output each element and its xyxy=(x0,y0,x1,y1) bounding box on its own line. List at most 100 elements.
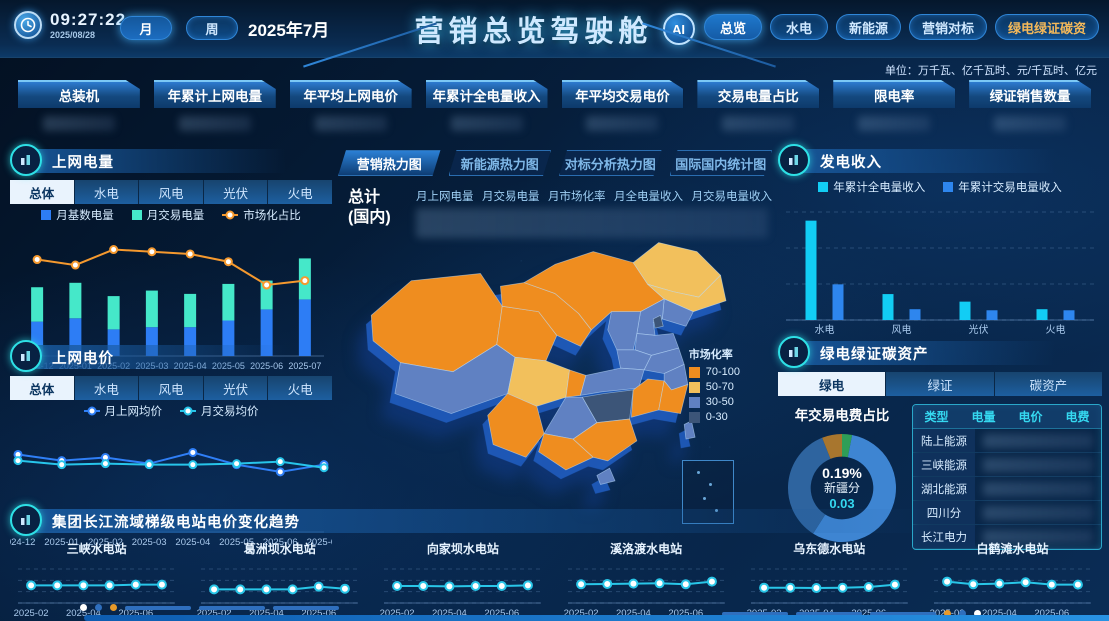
revenue-bar-chart: 水电 风电 光伏 火电 xyxy=(778,204,1102,336)
table-column-header: 电量 xyxy=(971,410,996,424)
svg-text:2025-06: 2025-06 xyxy=(1034,608,1069,619)
kpi-label[interactable]: 年累计上网电量 xyxy=(154,80,276,108)
map-legend-item[interactable]: 50-70 xyxy=(688,381,740,393)
indicator-dot[interactable] xyxy=(110,604,117,611)
column-header[interactable]: 月上网电量 xyxy=(416,191,474,203)
kpi-label[interactable]: 年累计全电量收入 xyxy=(426,80,548,108)
indicator-dot[interactable] xyxy=(80,604,87,611)
china-choropleth-map[interactable]: 市场化率 70-100 50-70 30-50 0-30 xyxy=(338,228,772,524)
heatmap-tab[interactable]: 营销热力图 xyxy=(338,150,441,176)
svg-text:2025-06: 2025-06 xyxy=(118,608,153,619)
map-legend-item[interactable]: 30-50 xyxy=(688,396,740,408)
map-legend-title: 市场化率 xyxy=(688,349,733,361)
map-legend-item[interactable]: 0-30 xyxy=(688,411,740,423)
indicator-dash[interactable] xyxy=(273,605,339,610)
panel-title: 绿电绿证碳资产 xyxy=(820,346,929,363)
nav-item[interactable]: 水电 xyxy=(769,14,828,40)
indicator-dot[interactable] xyxy=(95,604,102,611)
nav-item[interactable]: 总览 xyxy=(703,14,762,40)
svg-text:2025-03: 2025-03 xyxy=(132,537,167,548)
kpi-label[interactable]: 绿证销售数量 xyxy=(969,80,1091,108)
table-column-header: 电费 xyxy=(1065,410,1090,424)
table-row[interactable]: 三峡能源 xyxy=(913,453,1101,477)
green-table-header: 类型 电量 电价 电费 xyxy=(913,405,1101,429)
column-header[interactable]: 月交易电量 xyxy=(482,191,540,203)
stations-panel-icon xyxy=(10,504,42,536)
price-tab[interactable]: 光伏 xyxy=(203,376,269,400)
green-tab[interactable]: 碳资产 xyxy=(994,372,1102,396)
energy-tab[interactable]: 水电 xyxy=(74,180,140,204)
indicator-dash[interactable] xyxy=(199,605,265,610)
table-row[interactable]: 湖北能源 xyxy=(913,477,1101,501)
kpi-card: 年累计全电量收入 xyxy=(426,80,548,131)
indicator-dash[interactable] xyxy=(125,605,191,610)
column-header[interactable]: 月市场化率 xyxy=(548,191,606,203)
heatmap-tab[interactable]: 国际国内统计图 xyxy=(670,150,773,176)
table-row[interactable]: 陆上能源 xyxy=(913,429,1101,453)
indicator-dash[interactable] xyxy=(796,611,862,616)
price-tab[interactable]: 总体 xyxy=(10,376,75,400)
kpi-label[interactable]: 限电率 xyxy=(833,80,955,108)
station-name: 葛洲坝水电站 xyxy=(243,542,316,556)
redacted-kpi-value xyxy=(722,116,795,131)
bottom-decor-bar xyxy=(84,615,1109,621)
column-header[interactable]: 月全电量收入 xyxy=(614,191,683,203)
price-tab[interactable]: 火电 xyxy=(268,376,332,400)
green-panel-icon xyxy=(778,336,810,368)
heatmap-tab[interactable]: 对标分析热力图 xyxy=(559,150,662,176)
green-tab[interactable]: 绿电 xyxy=(778,372,887,396)
redacted-kpi-value xyxy=(586,116,659,131)
nav-item[interactable]: 绿电绿证碳资 xyxy=(994,14,1099,40)
clock-icon xyxy=(14,11,42,39)
kpi-label[interactable]: 交易电量占比 xyxy=(697,80,819,108)
table-column-header: 电价 xyxy=(1018,410,1043,424)
svg-text:2025-04: 2025-04 xyxy=(982,608,1017,619)
period-button[interactable]: 月 xyxy=(120,16,172,40)
energy-tab[interactable]: 风电 xyxy=(139,180,204,204)
station-card: 葛洲坝水电站 2025-02 2025-04 2025-06 xyxy=(193,540,366,619)
kpi-row: 总装机 年累计上网电量 年平均上网电价 年累计全电量收入 年平均交易电价 交易电… xyxy=(18,80,1091,131)
period-button[interactable]: 周 xyxy=(186,16,238,40)
ai-assistant-button[interactable]: AI xyxy=(662,13,695,45)
station-line-chart: 2025-02 2025-04 2025-06 xyxy=(10,561,183,619)
energy-tab[interactable]: 光伏 xyxy=(203,180,269,204)
energy-tab[interactable]: 总体 xyxy=(10,180,75,204)
nav-item[interactable]: 营销对标 xyxy=(908,14,987,40)
station-name: 向家坝水电站 xyxy=(426,542,499,556)
price-tab[interactable]: 风电 xyxy=(139,376,204,400)
svg-text:2025-04: 2025-04 xyxy=(616,608,651,619)
svg-text:2025-02: 2025-02 xyxy=(380,608,415,619)
donut-name: 新疆分 xyxy=(823,480,860,495)
heatmap-tab[interactable]: 新能源热力图 xyxy=(449,150,552,176)
indicator-dash[interactable] xyxy=(722,611,788,616)
indicator-dot[interactable] xyxy=(944,610,951,617)
kpi-label[interactable]: 年平均交易电价 xyxy=(562,80,684,108)
kpi-card: 限电率 xyxy=(833,80,955,131)
redacted-cell-values xyxy=(983,481,1093,496)
legend-item: 月上网均价 xyxy=(83,403,162,419)
green-tab[interactable]: 绿证 xyxy=(886,372,995,396)
price-tab[interactable]: 水电 xyxy=(74,376,140,400)
kpi-label[interactable]: 年平均上网电价 xyxy=(290,80,412,108)
indicator-dash[interactable] xyxy=(870,611,936,616)
nav-item[interactable]: 新能源 xyxy=(835,14,901,40)
svg-text:光伏: 光伏 xyxy=(969,323,989,336)
svg-text:2025-07: 2025-07 xyxy=(307,537,332,548)
redacted-kpi-value xyxy=(314,116,387,131)
table-column-header: 类型 xyxy=(924,410,949,424)
svg-text:2025-06: 2025-06 xyxy=(668,608,703,619)
indicator-dot[interactable] xyxy=(959,610,966,617)
svg-text:风电: 风电 xyxy=(892,323,912,336)
svg-text:水电: 水电 xyxy=(815,323,835,336)
indicator-dot[interactable] xyxy=(974,610,981,617)
current-date: 2025/08/28 xyxy=(50,30,96,40)
svg-text:2024-12: 2024-12 xyxy=(10,537,35,548)
map-legend-item[interactable]: 70-100 xyxy=(688,366,740,378)
price-tabs: 总体 水电 风电 光伏 火电 xyxy=(10,376,332,400)
energy-tab[interactable]: 火电 xyxy=(268,180,332,204)
price-legend: 月上网均价 月交易均价 xyxy=(10,400,332,422)
svg-text:2025-06: 2025-06 xyxy=(851,608,886,619)
kpi-label[interactable]: 总装机 xyxy=(18,80,140,108)
redacted-cell-values xyxy=(983,457,1093,472)
column-header[interactable]: 月交易电量收入 xyxy=(691,191,773,203)
